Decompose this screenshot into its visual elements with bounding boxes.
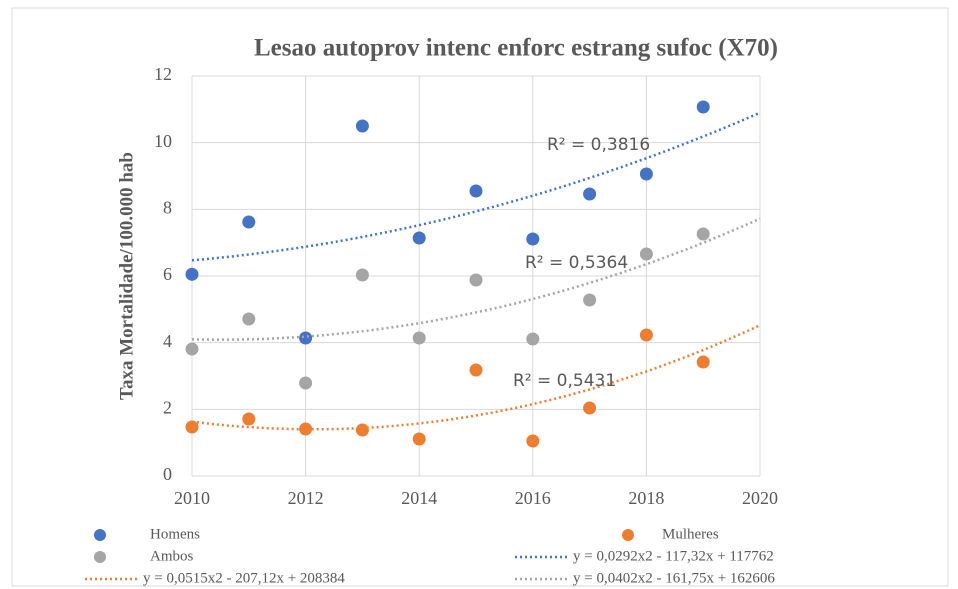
y-tick-label: 12 (154, 64, 172, 84)
y-tick-label: 6 (163, 264, 172, 284)
x-tick-label: 2014 (401, 488, 437, 508)
data-point (696, 355, 710, 369)
trendline (191, 324, 761, 431)
data-point (469, 184, 483, 198)
data-point (583, 293, 597, 307)
y-tick-label: 4 (163, 331, 172, 351)
x-tick-label: 2010 (174, 488, 210, 508)
y-tick-label: 2 (163, 397, 172, 417)
data-point (696, 100, 710, 114)
data-point (469, 363, 483, 377)
data-point (299, 331, 313, 345)
data-point (412, 331, 426, 345)
data-point (185, 420, 199, 434)
chart-frame (11, 7, 949, 587)
data-point (583, 187, 597, 201)
data-point (185, 267, 199, 281)
data-point (242, 412, 256, 426)
data-point (526, 332, 540, 346)
legend-label: y = 0,0292x2 - 117,32x + 117762 (573, 548, 774, 564)
data-point (355, 268, 369, 282)
data-point (526, 434, 540, 448)
data-point (355, 119, 369, 133)
data-point (469, 273, 483, 287)
legend-marker (622, 529, 634, 541)
r-squared-label: R² = 0,5364 (525, 253, 628, 273)
data-point (639, 167, 653, 181)
data-point (412, 432, 426, 446)
data-point (242, 215, 256, 229)
data-point (299, 422, 313, 436)
legend-label: Homens (150, 526, 200, 542)
data-point (299, 376, 313, 390)
y-tick-label: 0 (163, 464, 172, 484)
x-tick-label: 2020 (742, 488, 778, 508)
x-tick-label: 2012 (288, 488, 324, 508)
data-point (412, 231, 426, 245)
legend-label: y = 0,0402x2 - 161,75x + 162606 (573, 570, 775, 586)
data-point (526, 232, 540, 246)
chart-title: Lesao autoprov intenc enforc estrang suf… (254, 35, 778, 62)
data-point (185, 342, 199, 356)
legend-label: Mulheres (662, 526, 719, 542)
trendline (191, 217, 761, 341)
r-squared-label: R² = 0,5431 (513, 371, 616, 391)
y-tick-label: 8 (163, 197, 172, 217)
x-tick-label: 2018 (628, 488, 664, 508)
data-point (355, 423, 369, 437)
legend-label: Ambos (150, 548, 194, 564)
data-point (639, 247, 653, 261)
data-point (583, 401, 597, 415)
legend-label: y = 0,0515x2 - 207,12x + 208384 (143, 570, 345, 586)
data-point (242, 312, 256, 326)
data-point (696, 227, 710, 241)
trendline (191, 111, 761, 262)
y-axis-label: Taxa Mortalidade/100.000 hab (116, 152, 137, 400)
y-tick-label: 10 (154, 131, 172, 151)
x-tick-label: 2016 (515, 488, 551, 508)
r-squared-label: R² = 0,3816 (547, 135, 650, 155)
legend-marker (94, 551, 106, 563)
data-point (639, 328, 653, 342)
legend-marker (94, 529, 106, 541)
